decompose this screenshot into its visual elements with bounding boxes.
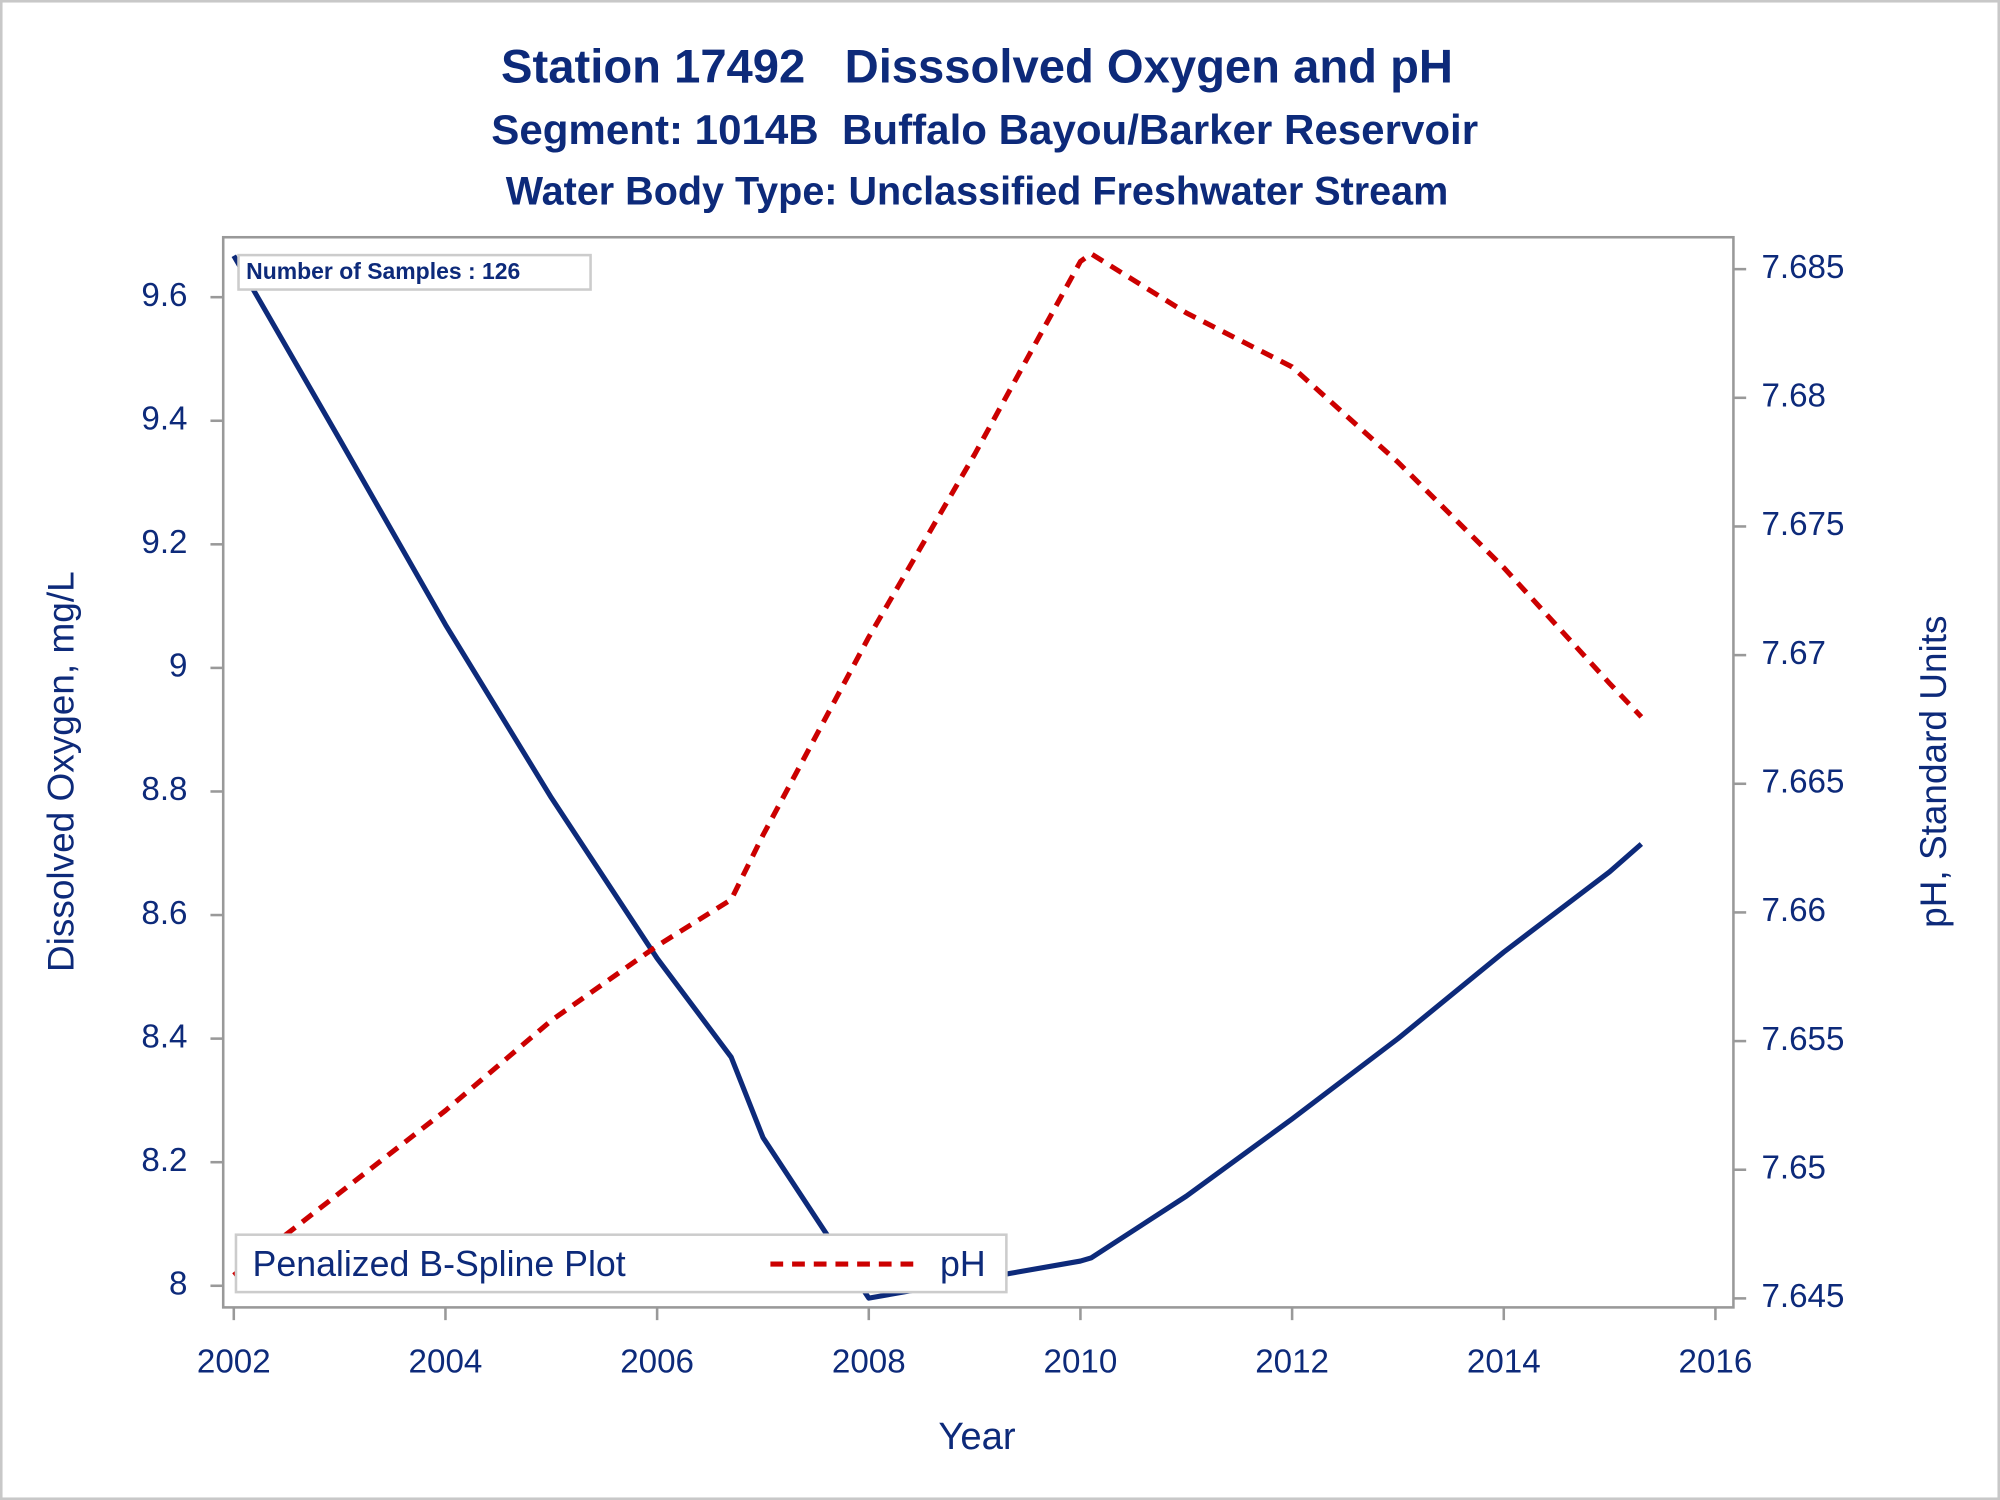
x-tick-label: 2016 <box>1679 1343 1753 1380</box>
y-tick-label: 9.6 <box>141 277 187 314</box>
annotation: Number of Samples : 126 <box>246 258 520 284</box>
x-tick-label: 2004 <box>409 1343 483 1380</box>
y-tick-label: 8.2 <box>141 1142 187 1179</box>
y2-tick-label: 7.68 <box>1761 378 1826 415</box>
y-axis-label: Dissolved Oxygen, mg/L <box>41 571 82 972</box>
y2-tick-label: 7.65 <box>1761 1150 1826 1187</box>
x-tick-label: 2006 <box>620 1343 694 1380</box>
y-tick-label: 9.2 <box>141 524 187 561</box>
y-tick-label: 9 <box>169 648 187 685</box>
x-tick-label: 2014 <box>1467 1343 1541 1380</box>
y-tick-label: 8.8 <box>141 771 187 808</box>
x-axis-label: Year <box>938 1415 1016 1458</box>
chart-subtitle: Water Body Type: Unclassified Freshwater… <box>506 169 1448 213</box>
x-tick-label: 2010 <box>1044 1343 1118 1380</box>
legend-label: pH <box>940 1244 986 1284</box>
y2-axis-label: pH, Standard Units <box>1913 616 1954 928</box>
y2-tick-label: 7.675 <box>1761 506 1844 543</box>
y-tick-label: 8.4 <box>141 1018 187 1055</box>
chart-title: Station 17492 Disssolved Oxygen and pH <box>501 41 1453 94</box>
y2-tick-label: 7.66 <box>1761 892 1826 929</box>
legend-box <box>234 1233 1008 1294</box>
y2-tick-label: 7.665 <box>1761 764 1844 801</box>
y2-tick-label: 7.685 <box>1761 249 1844 286</box>
line-series <box>232 251 1644 1278</box>
y-tick-label: 8 <box>169 1266 187 1303</box>
legend-title: Penalized B-Spline Plot <box>253 1244 626 1284</box>
x-tick-label: 2002 <box>197 1343 271 1380</box>
x-tick-label: 2008 <box>832 1343 906 1380</box>
y2-tick-label: 7.655 <box>1761 1021 1844 1058</box>
plot-frame <box>221 235 1735 1309</box>
annotation-box <box>237 253 592 291</box>
chart-subtitle: Segment: 1014B Buffalo Bayou/Barker Rese… <box>491 106 1478 153</box>
x-tick-label: 2012 <box>1255 1343 1329 1380</box>
y-tick-label: 9.4 <box>141 401 187 438</box>
y2-tick-label: 7.645 <box>1761 1278 1844 1315</box>
y-tick-label: 8.6 <box>141 895 187 932</box>
y2-tick-label: 7.67 <box>1761 635 1826 672</box>
